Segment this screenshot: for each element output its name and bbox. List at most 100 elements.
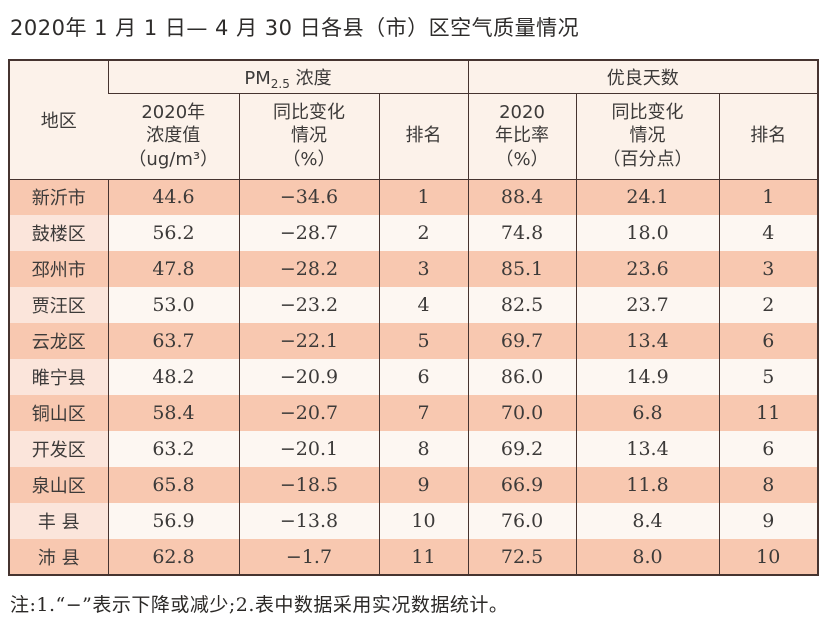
- cell-gd-ratio: 70.0: [467, 395, 577, 431]
- table-row: 云龙区 63.7 −22.1 5 69.7 13.4 6: [9, 323, 819, 359]
- cell-gd-ratio: 76.0: [467, 503, 577, 539]
- cell-pm-value: 44.6: [107, 179, 239, 215]
- cell-pm-rank: 1: [378, 179, 469, 215]
- cell-gd-change: 8.0: [575, 539, 720, 575]
- col-header-gd-change: 同比变化 情况 （百分点）: [575, 93, 720, 180]
- cell-region: 邳州市: [9, 251, 108, 287]
- cell-gd-change: 14.9: [575, 359, 720, 395]
- footnote: 注:1.“−”表示下降或减少;2.表中数据采用实况数据统计。: [10, 594, 509, 616]
- cell-gd-change: 8.4: [575, 503, 720, 539]
- air-quality-table: 地区 PM2.5 浓度 优良天数 2020年 浓度值 （ug/m³） 同比变化 …: [8, 59, 820, 576]
- cell-gd-change: 23.6: [575, 251, 720, 287]
- cell-pm-change: −23.2: [238, 287, 379, 323]
- cell-gd-change: 11.8: [575, 467, 720, 503]
- page-title: 2020年 1 月 1 日— 4 月 30 日各县（市）区空气质量情况: [10, 16, 580, 40]
- cell-pm-change: −1.7: [238, 539, 379, 575]
- cell-pm-change: −18.5: [238, 467, 379, 503]
- cell-gd-change: 13.4: [575, 431, 720, 467]
- pm25-label-subscript: 2.5: [270, 76, 290, 91]
- table-row: 开发区 63.2 −20.1 8 69.2 13.4 6: [9, 431, 819, 467]
- cell-region: 云龙区: [9, 323, 108, 359]
- cell-pm-change: −20.9: [238, 359, 379, 395]
- pm25-label: PM2.5 浓度: [244, 67, 332, 91]
- cell-pm-value: 53.0: [107, 287, 239, 323]
- cell-pm-value: 65.8: [107, 467, 239, 503]
- cell-gd-rank: 5: [718, 359, 819, 395]
- cell-region: 开发区: [9, 431, 108, 467]
- table-row: 泉山区 65.8 −18.5 9 66.9 11.8 8: [9, 467, 819, 503]
- cell-gd-rank: 6: [718, 323, 819, 359]
- cell-gd-change: 6.8: [575, 395, 720, 431]
- cell-pm-rank: 7: [378, 395, 469, 431]
- cell-pm-rank: 8: [378, 431, 469, 467]
- pm25-label-main: PM: [244, 67, 271, 89]
- cell-pm-value: 63.2: [107, 431, 239, 467]
- header-sub-row: 2020年 浓度值 （ug/m³） 同比变化 情况 （%） 排名 2020 年比…: [9, 93, 819, 180]
- cell-gd-ratio: 88.4: [467, 179, 577, 215]
- cell-gd-rank: 2: [718, 287, 819, 323]
- cell-gd-rank: 4: [718, 215, 819, 251]
- header-group-row: 地区 PM2.5 浓度 优良天数: [9, 60, 819, 180]
- cell-pm-rank: 3: [378, 251, 469, 287]
- cell-pm-change: −20.1: [238, 431, 379, 467]
- cell-gd-change: 23.7: [575, 287, 720, 323]
- table-body: 新沂市 44.6 −34.6 1 88.4 24.1 1 鼓楼区 56.2 −2…: [9, 179, 819, 575]
- cell-gd-rank: 11: [718, 395, 819, 431]
- cell-gd-rank: 8: [718, 467, 819, 503]
- cell-gd-ratio: 85.1: [467, 251, 577, 287]
- table-row: 邳州市 47.8 −28.2 3 85.1 23.6 3: [9, 251, 819, 287]
- cell-gd-ratio: 82.5: [467, 287, 577, 323]
- table-row: 鼓楼区 56.2 −28.7 2 74.8 18.0 4: [9, 215, 819, 251]
- cell-pm-value: 62.8: [107, 539, 239, 575]
- cell-pm-change: −22.1: [238, 323, 379, 359]
- cell-gd-ratio: 72.5: [467, 539, 577, 575]
- cell-region: 贾汪区: [9, 287, 108, 323]
- table-row: 铜山区 58.4 −20.7 7 70.0 6.8 11: [9, 395, 819, 431]
- cell-pm-value: 63.7: [107, 323, 239, 359]
- table-row: 丰 县 56.9 −13.8 10 76.0 8.4 9: [9, 503, 819, 539]
- cell-gd-rank: 9: [718, 503, 819, 539]
- cell-pm-change: −13.8: [238, 503, 379, 539]
- table-row: 沛 县 62.8 −1.7 11 72.5 8.0 10: [9, 539, 819, 575]
- col-header-pm-change: 同比变化 情况 （%）: [238, 93, 379, 180]
- cell-region: 新沂市: [9, 179, 108, 215]
- col-header-pm-rank: 排名: [378, 93, 469, 180]
- table-header: 地区 PM2.5 浓度 优良天数 2020年 浓度值 （ug/m³） 同比变化 …: [9, 60, 819, 180]
- cell-pm-rank: 9: [378, 467, 469, 503]
- col-header-region: 地区: [9, 60, 108, 180]
- cell-region: 泉山区: [9, 467, 108, 503]
- cell-gd-ratio: 86.0: [467, 359, 577, 395]
- cell-pm-value: 58.4: [107, 395, 239, 431]
- cell-pm-change: −20.7: [238, 395, 379, 431]
- cell-region: 鼓楼区: [9, 215, 108, 251]
- cell-pm-value: 56.9: [107, 503, 239, 539]
- cell-pm-value: 56.2: [107, 215, 239, 251]
- pm25-label-rest: 浓度: [289, 67, 332, 89]
- table-row: 贾汪区 53.0 −23.2 4 82.5 23.7 2: [9, 287, 819, 323]
- cell-pm-rank: 2: [378, 215, 469, 251]
- col-header-pm-concentration: 2020年 浓度值 （ug/m³）: [108, 93, 239, 180]
- cell-gd-change: 24.1: [575, 179, 720, 215]
- cell-pm-change: −28.2: [238, 251, 379, 287]
- cell-region: 沛 县: [9, 539, 108, 575]
- cell-gd-rank: 10: [718, 539, 819, 575]
- cell-gd-rank: 6: [718, 431, 819, 467]
- cell-pm-rank: 6: [378, 359, 469, 395]
- cell-region: 丰 县: [9, 503, 108, 539]
- cell-pm-rank: 10: [378, 503, 469, 539]
- cell-pm-value: 47.8: [107, 251, 239, 287]
- cell-gd-change: 13.4: [575, 323, 720, 359]
- cell-pm-value: 48.2: [107, 359, 239, 395]
- col-header-gd-rank: 排名: [718, 93, 819, 180]
- cell-gd-ratio: 74.8: [467, 215, 577, 251]
- col-group-pm25: PM2.5 浓度: [107, 60, 469, 94]
- col-group-good-days: 优良天数: [467, 60, 819, 94]
- cell-region: 铜山区: [9, 395, 108, 431]
- cell-gd-rank: 1: [718, 179, 819, 215]
- cell-gd-ratio: 69.2: [467, 431, 577, 467]
- cell-region: 睢宁县: [9, 359, 108, 395]
- cell-pm-change: −28.7: [238, 215, 379, 251]
- table-row: 睢宁县 48.2 −20.9 6 86.0 14.9 5: [9, 359, 819, 395]
- cell-pm-rank: 5: [378, 323, 469, 359]
